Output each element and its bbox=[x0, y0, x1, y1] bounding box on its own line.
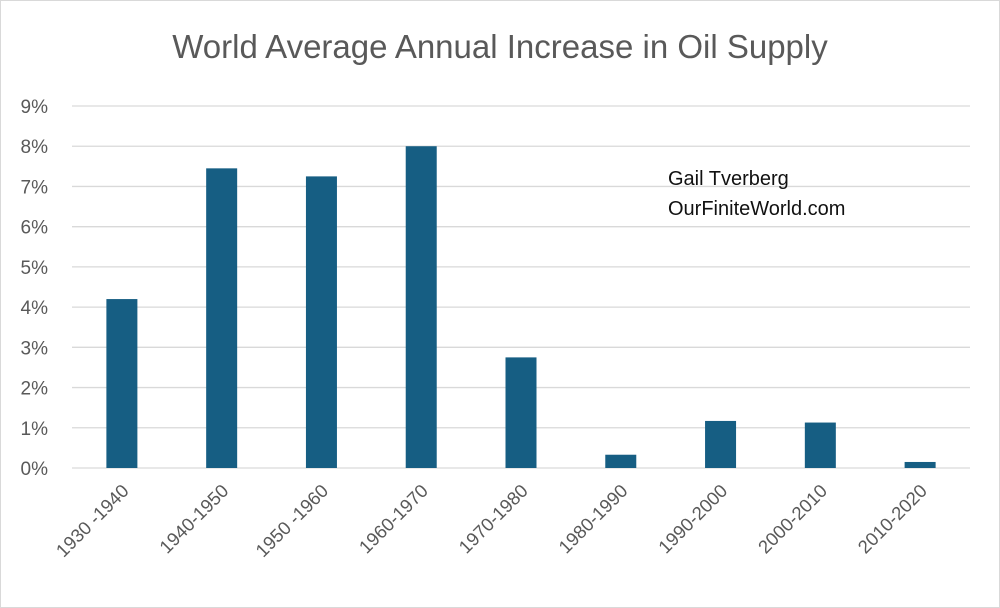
y-tick-label: 9% bbox=[21, 97, 49, 118]
bars bbox=[106, 146, 936, 468]
x-tick-label: 1940-1950 bbox=[155, 480, 232, 557]
x-tick-label: 1980-1990 bbox=[554, 480, 631, 557]
bar bbox=[206, 168, 238, 468]
y-axis-ticks: 0% 1% 2% 3% 4% 5% 6% 7% 8% 9% bbox=[21, 97, 49, 480]
bar bbox=[804, 422, 836, 468]
source-annotation: Gail Tverberg OurFiniteWorld.com bbox=[668, 164, 845, 224]
x-tick-label: 1930 -1940 bbox=[52, 480, 133, 561]
annotation-site: OurFiniteWorld.com bbox=[668, 198, 846, 220]
y-tick-label: 0% bbox=[21, 459, 49, 480]
x-tick-label: 1990-2000 bbox=[654, 480, 731, 557]
bar bbox=[106, 299, 138, 468]
y-tick-label: 5% bbox=[21, 258, 49, 279]
x-tick-label: 1960-1970 bbox=[355, 480, 432, 557]
x-tick-label: 1970-1980 bbox=[454, 480, 531, 557]
annotation-author: Gail Tverberg bbox=[668, 168, 789, 190]
chart-title: World Average Annual Increase in Oil Sup… bbox=[172, 28, 828, 65]
x-tick-label: 1950 -1960 bbox=[251, 480, 332, 561]
y-tick-label: 2% bbox=[21, 379, 49, 400]
bar bbox=[305, 176, 337, 468]
y-tick-label: 1% bbox=[21, 419, 49, 440]
y-tick-label: 8% bbox=[21, 137, 49, 158]
x-tick-label: 2000-2010 bbox=[754, 480, 831, 557]
bar bbox=[605, 454, 637, 468]
y-tick-label: 4% bbox=[21, 298, 49, 319]
bar bbox=[904, 461, 936, 468]
x-tick-label: 2010-2020 bbox=[854, 480, 931, 557]
bar bbox=[405, 146, 437, 468]
y-tick-label: 3% bbox=[21, 338, 49, 359]
bar bbox=[505, 357, 537, 468]
bar bbox=[705, 420, 737, 468]
y-tick-label: 6% bbox=[21, 218, 49, 239]
x-axis-ticks: 1930 -1940 1940-1950 1950 -1960 1960-1970 19… bbox=[52, 480, 931, 561]
y-tick-label: 7% bbox=[21, 177, 49, 198]
